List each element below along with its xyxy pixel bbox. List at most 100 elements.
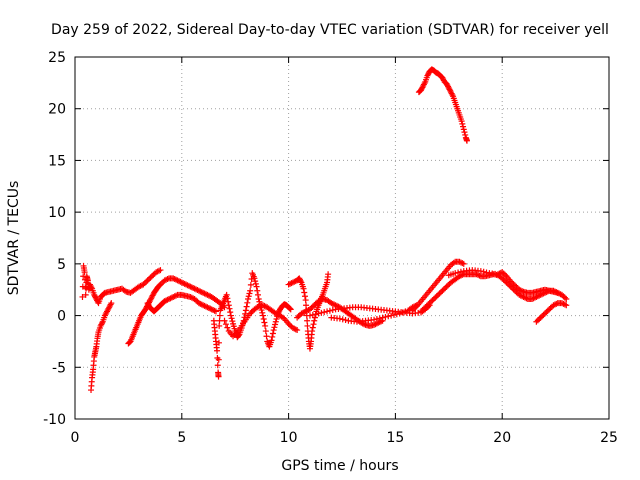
data-point bbox=[156, 267, 163, 274]
x-tick-label: 25 bbox=[600, 430, 618, 446]
data-point bbox=[306, 312, 313, 319]
data-point bbox=[287, 305, 294, 312]
data-point bbox=[457, 268, 464, 275]
data-point bbox=[534, 317, 541, 324]
data-point bbox=[88, 284, 95, 291]
data-point bbox=[502, 278, 509, 285]
data-point bbox=[440, 286, 447, 293]
data-point bbox=[261, 319, 268, 326]
data-point bbox=[223, 291, 230, 298]
data-point bbox=[459, 120, 466, 127]
data-point bbox=[458, 118, 465, 125]
data-point bbox=[294, 327, 301, 334]
data-point bbox=[304, 322, 311, 329]
data-point bbox=[268, 337, 275, 344]
data-point bbox=[301, 293, 308, 300]
data-point bbox=[460, 260, 467, 267]
data-point bbox=[546, 306, 553, 313]
data-point bbox=[563, 296, 570, 303]
y-tick-label: 15 bbox=[48, 153, 66, 169]
data-point bbox=[256, 298, 263, 305]
data-point bbox=[221, 317, 228, 324]
data-point bbox=[188, 294, 195, 301]
data-point bbox=[222, 321, 229, 328]
data-point bbox=[215, 356, 222, 363]
data-point bbox=[269, 333, 276, 340]
y-tick-label: 10 bbox=[48, 205, 66, 221]
series-arc-mid-1 bbox=[210, 270, 294, 380]
data-point bbox=[461, 129, 468, 136]
data-point bbox=[251, 275, 258, 282]
data-point bbox=[379, 314, 386, 321]
data-point bbox=[82, 284, 89, 291]
data-point bbox=[321, 309, 328, 316]
data-point bbox=[287, 306, 294, 313]
series-arc-mid-2 bbox=[221, 302, 301, 340]
data-point bbox=[463, 137, 470, 144]
data-point bbox=[539, 313, 546, 320]
data-point bbox=[432, 294, 439, 301]
data-point bbox=[269, 330, 276, 337]
data-point bbox=[272, 318, 279, 325]
data-point bbox=[81, 269, 88, 276]
x-tick-label: 10 bbox=[280, 430, 298, 446]
data-point bbox=[428, 298, 434, 305]
plot-frame bbox=[74, 56, 610, 420]
data-point bbox=[82, 291, 89, 298]
data-point bbox=[270, 327, 277, 334]
data-point bbox=[246, 290, 253, 297]
data-point bbox=[215, 373, 222, 380]
data-point bbox=[107, 301, 114, 308]
data-point bbox=[452, 270, 459, 277]
tick-labels: 0 5 10 15 20 25 -10 -5 0 5 10 15 20 25 bbox=[43, 50, 618, 446]
data-point bbox=[144, 277, 151, 284]
data-point bbox=[252, 280, 259, 287]
data-point bbox=[563, 302, 570, 309]
series-arc-early-1 bbox=[79, 262, 164, 307]
data-point bbox=[462, 131, 469, 138]
data-point bbox=[224, 324, 231, 331]
data-point bbox=[393, 311, 400, 318]
data-point bbox=[243, 303, 250, 310]
data-point bbox=[226, 305, 233, 312]
data-point bbox=[292, 326, 299, 333]
y-tick-label: -10 bbox=[43, 412, 66, 428]
data-point bbox=[477, 268, 484, 275]
data-point bbox=[309, 303, 316, 310]
data-point bbox=[421, 80, 428, 87]
data-point bbox=[373, 316, 380, 323]
data-point bbox=[561, 301, 568, 308]
data-point bbox=[287, 322, 294, 329]
data-point bbox=[399, 309, 406, 316]
data-point bbox=[309, 324, 316, 331]
data-point bbox=[255, 296, 262, 303]
data-point bbox=[214, 362, 221, 369]
data-point bbox=[260, 316, 267, 323]
data-point bbox=[242, 307, 249, 314]
data-point bbox=[302, 297, 309, 304]
data-points bbox=[79, 66, 570, 394]
series-arc-late-3 bbox=[445, 267, 570, 303]
data-point bbox=[245, 293, 252, 300]
data-point bbox=[390, 311, 397, 318]
data-point bbox=[254, 287, 261, 294]
data-point bbox=[540, 311, 547, 318]
data-point bbox=[457, 259, 464, 266]
data-point bbox=[560, 300, 567, 307]
y-tick-label: 20 bbox=[48, 102, 66, 118]
data-point bbox=[245, 296, 252, 303]
data-point bbox=[324, 308, 331, 315]
y-axis-label: SDTVAR / TECUs bbox=[6, 181, 22, 296]
series-arc-mid-6 bbox=[328, 302, 420, 325]
series-arc-early-2 bbox=[88, 300, 115, 394]
data-point bbox=[436, 290, 443, 297]
data-point bbox=[503, 279, 510, 286]
data-point bbox=[214, 347, 221, 354]
data-point bbox=[455, 269, 462, 276]
data-point bbox=[476, 272, 483, 279]
data-point bbox=[224, 295, 231, 302]
x-tick-label: 0 bbox=[71, 430, 80, 446]
data-point bbox=[430, 296, 437, 303]
data-point bbox=[254, 291, 261, 298]
axis-ticks bbox=[74, 56, 610, 420]
